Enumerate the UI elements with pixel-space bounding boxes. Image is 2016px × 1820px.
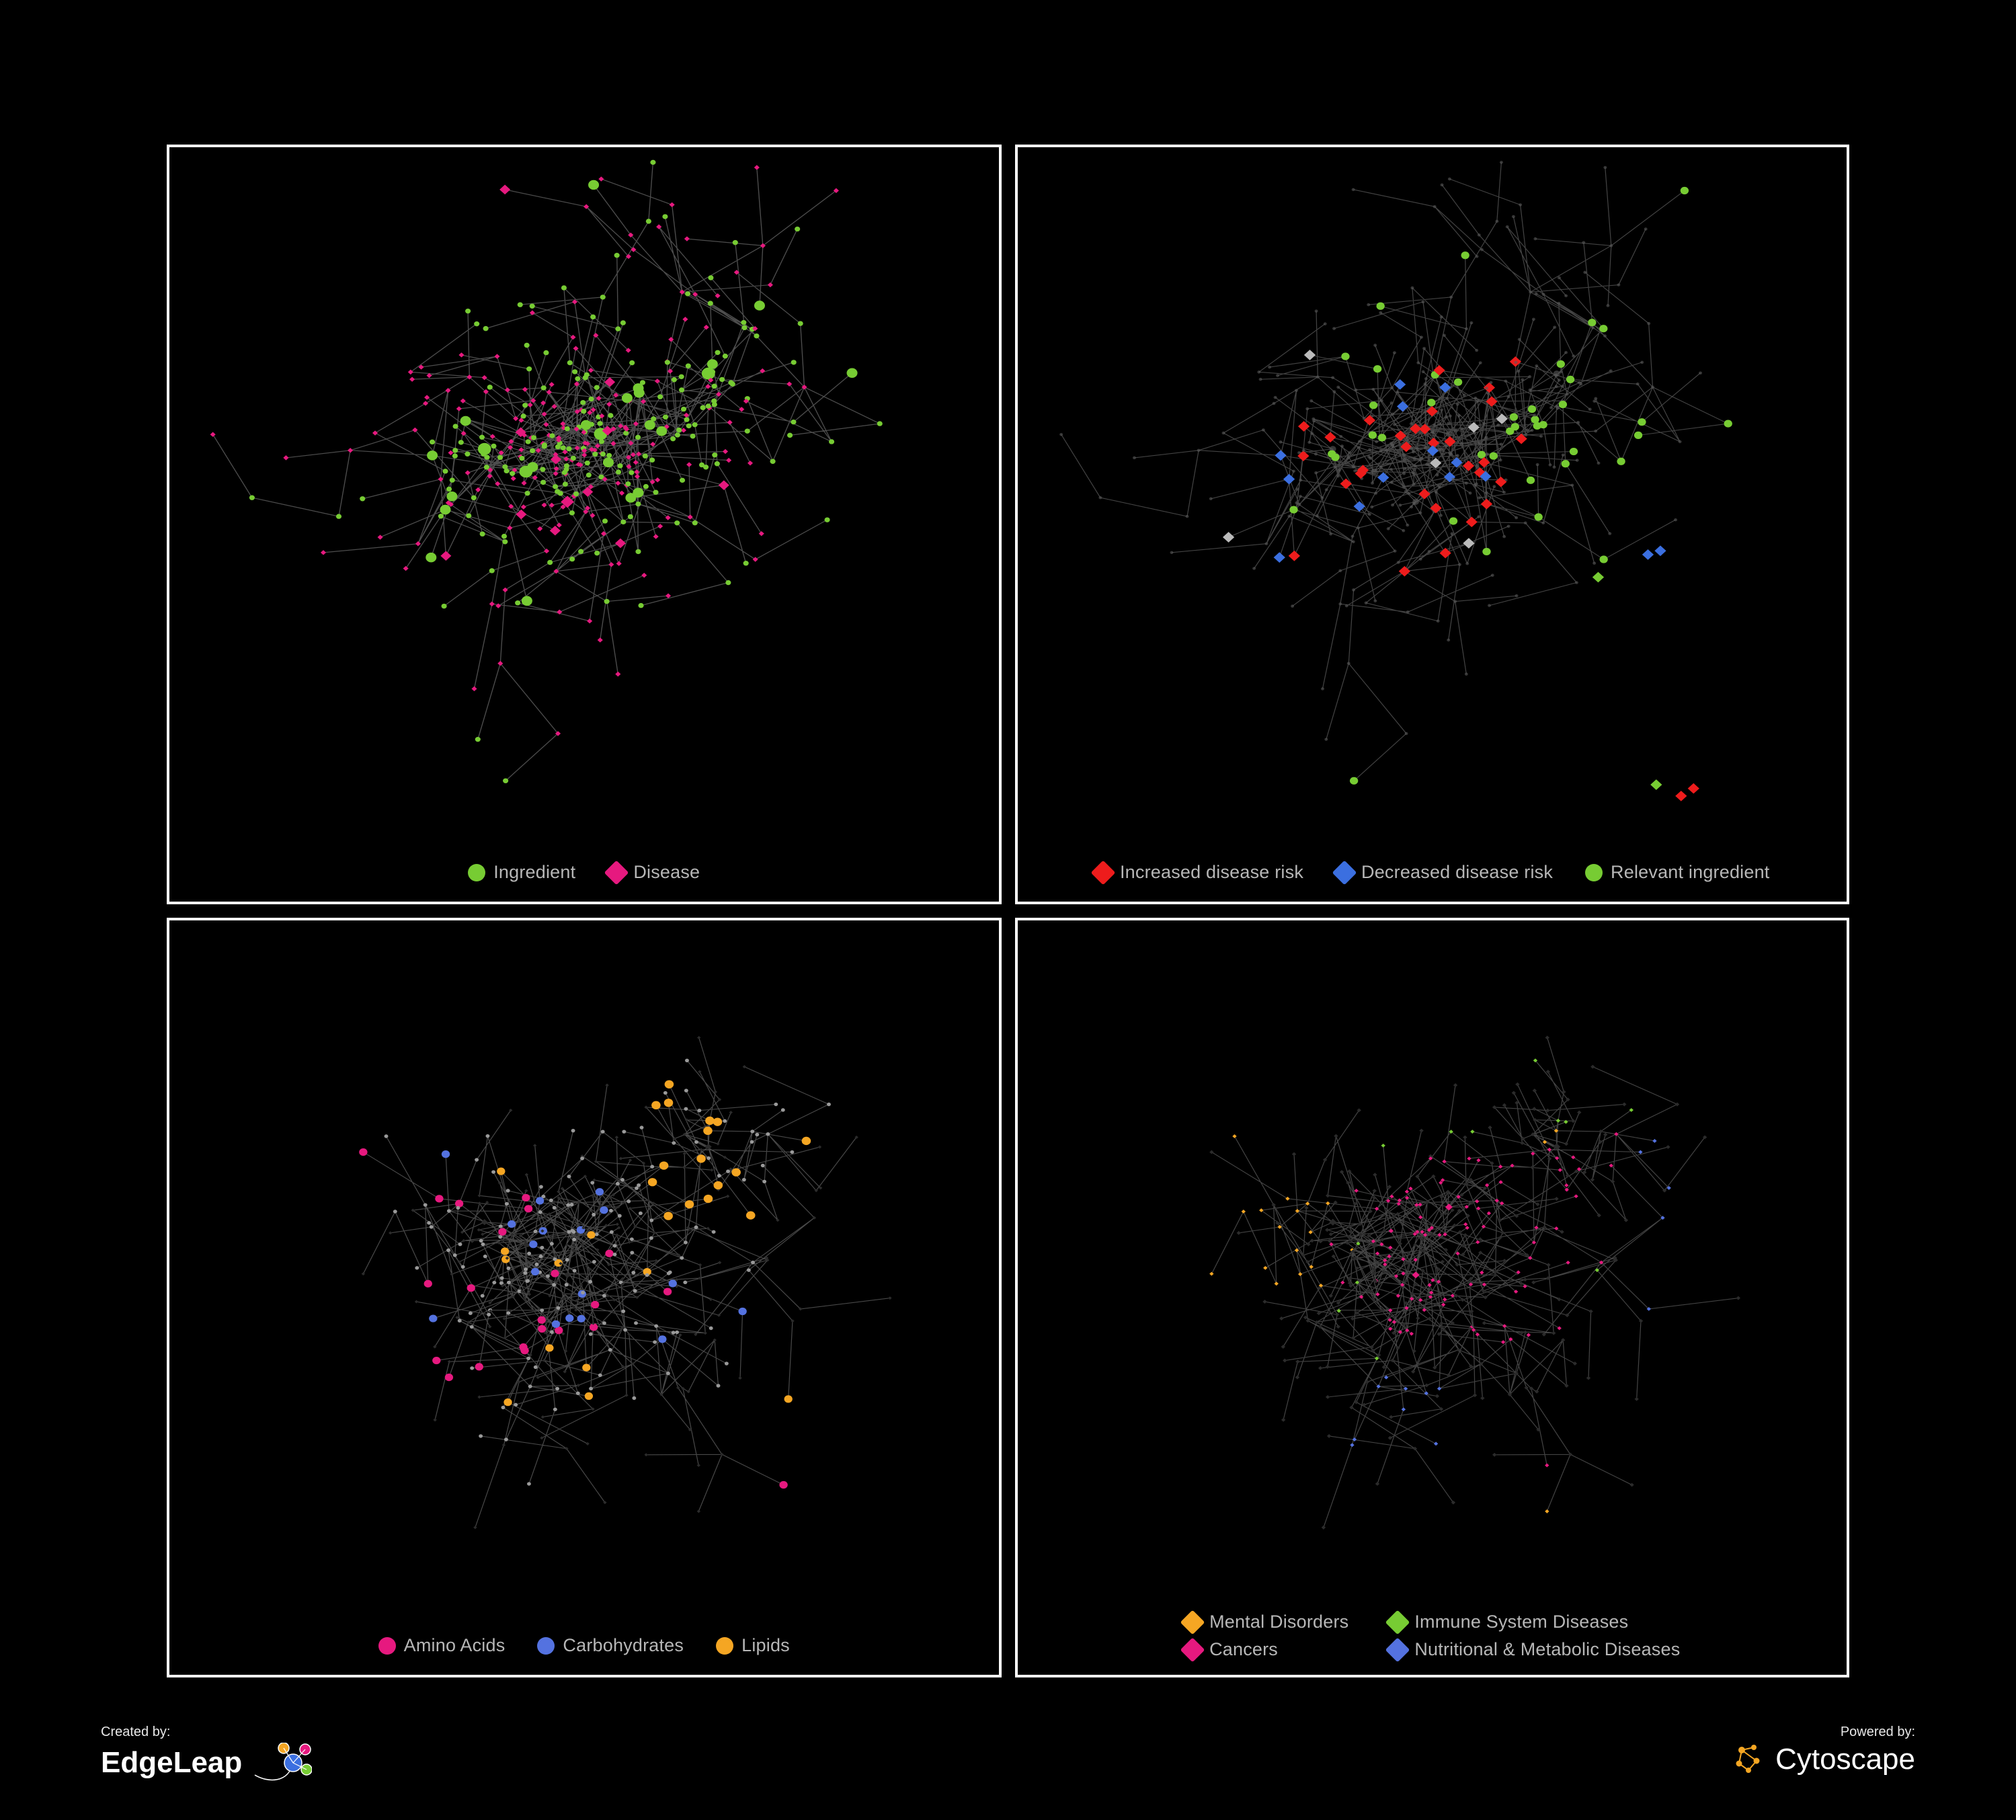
immune-system-legend-swatch [1385, 1610, 1410, 1634]
amino-acids-legend-label: Amino Acids [404, 1635, 506, 1656]
created-by-caption: Created by: [101, 1725, 312, 1740]
legend-item-disease: Disease [608, 862, 700, 883]
legend-disease-categories: Mental Disorders Cancers Immune System D… [1018, 1612, 1847, 1660]
ingredient-disease-network-svg [169, 147, 999, 902]
legend-ingredient-disease: Ingredient Disease [169, 862, 999, 883]
carbohydrates-legend-label: Carbohydrates [563, 1635, 684, 1656]
increased-risk-legend-label: Increased disease risk [1120, 862, 1303, 883]
cytoscape-logo-icon [1734, 1743, 1766, 1776]
legend-item-increased-risk: Increased disease risk [1094, 862, 1303, 883]
disease-risk-network-svg [1018, 147, 1847, 902]
nutritional-metabolic-legend-swatch [1385, 1637, 1410, 1662]
legend-item-relevant-ingredient: Relevant ingredient [1585, 862, 1769, 883]
relevant-ingredient-legend-label: Relevant ingredient [1611, 862, 1769, 883]
legend-item-nutritional-metabolic: Nutritional & Metabolic Diseases [1389, 1639, 1680, 1660]
cytoscape-name: Cytoscape [1775, 1743, 1915, 1776]
legend-disease-risk: Increased disease risk Decreased disease… [1018, 862, 1847, 883]
decreased-risk-legend-swatch [1332, 860, 1357, 885]
immune-system-legend-label: Immune System Diseases [1414, 1612, 1628, 1632]
edgeleap-logo-icon [251, 1743, 312, 1783]
increased-risk-legend-swatch [1091, 860, 1116, 885]
cancers-legend-swatch [1180, 1637, 1205, 1662]
legend-item-carbohydrates: Carbohydrates [537, 1635, 684, 1656]
mental-disorders-legend-label: Mental Disorders [1209, 1612, 1348, 1632]
legend-item-ingredient: Ingredient [468, 862, 575, 883]
branding-row: Created by: EdgeLeap Powered by: [0, 1725, 2016, 1783]
legend-item-mental-disorders: Mental Disorders [1184, 1612, 1348, 1632]
mental-disorders-legend-swatch [1180, 1610, 1205, 1634]
legend-item-lipids: Lipids [716, 1635, 790, 1656]
legend-col-2: Immune System Diseases Nutritional & Met… [1389, 1612, 1680, 1660]
powered-by-caption: Powered by: [1841, 1725, 1915, 1740]
edgeleap-name: EdgeLeap [101, 1746, 242, 1780]
amino-acids-legend-swatch [378, 1637, 396, 1655]
created-by-logo-row: EdgeLeap [101, 1743, 312, 1783]
panel-ingredient-disease[interactable]: Ingredient Disease [167, 145, 1002, 904]
powered-by-block: Powered by: Cytoscape [1734, 1725, 1915, 1783]
panel-nutrient-categories[interactable]: Amino Acids Carbohydrates Lipids [167, 918, 1002, 1677]
network-grid: Ingredient Disease Increased disease ris… [167, 145, 1849, 1677]
legend-item-amino-acids: Amino Acids [378, 1635, 506, 1656]
legend-col-1: Mental Disorders Cancers [1184, 1612, 1348, 1660]
nutrient-categories-network-svg [169, 920, 999, 1675]
cancers-legend-label: Cancers [1209, 1639, 1278, 1660]
carbohydrates-legend-swatch [537, 1637, 555, 1655]
panel-disease-risk[interactable]: Increased disease risk Decreased disease… [1015, 145, 1850, 904]
relevant-ingredient-legend-swatch [1585, 864, 1603, 881]
legend-item-immune-system: Immune System Diseases [1389, 1612, 1680, 1632]
created-by-block: Created by: EdgeLeap [101, 1725, 312, 1783]
dashboard-stage: Ingredient Disease Increased disease ris… [0, 0, 2016, 1820]
disease-legend-label: Disease [633, 862, 700, 883]
lipids-legend-label: Lipids [741, 1635, 790, 1656]
lipids-legend-swatch [716, 1637, 733, 1655]
legend-item-decreased-risk: Decreased disease risk [1336, 862, 1553, 883]
nutritional-metabolic-legend-label: Nutritional & Metabolic Diseases [1414, 1639, 1680, 1660]
powered-by-logo-row: Cytoscape [1734, 1743, 1915, 1776]
disease-legend-swatch [604, 860, 629, 885]
legend-item-cancers: Cancers [1184, 1639, 1348, 1660]
legend-nutrient-categories: Amino Acids Carbohydrates Lipids [169, 1635, 999, 1656]
disease-categories-network-svg [1018, 920, 1847, 1675]
ingredient-legend-label: Ingredient [493, 862, 575, 883]
decreased-risk-legend-label: Decreased disease risk [1361, 862, 1553, 883]
panel-disease-categories[interactable]: Mental Disorders Cancers Immune System D… [1015, 918, 1850, 1677]
ingredient-legend-swatch [468, 864, 485, 881]
